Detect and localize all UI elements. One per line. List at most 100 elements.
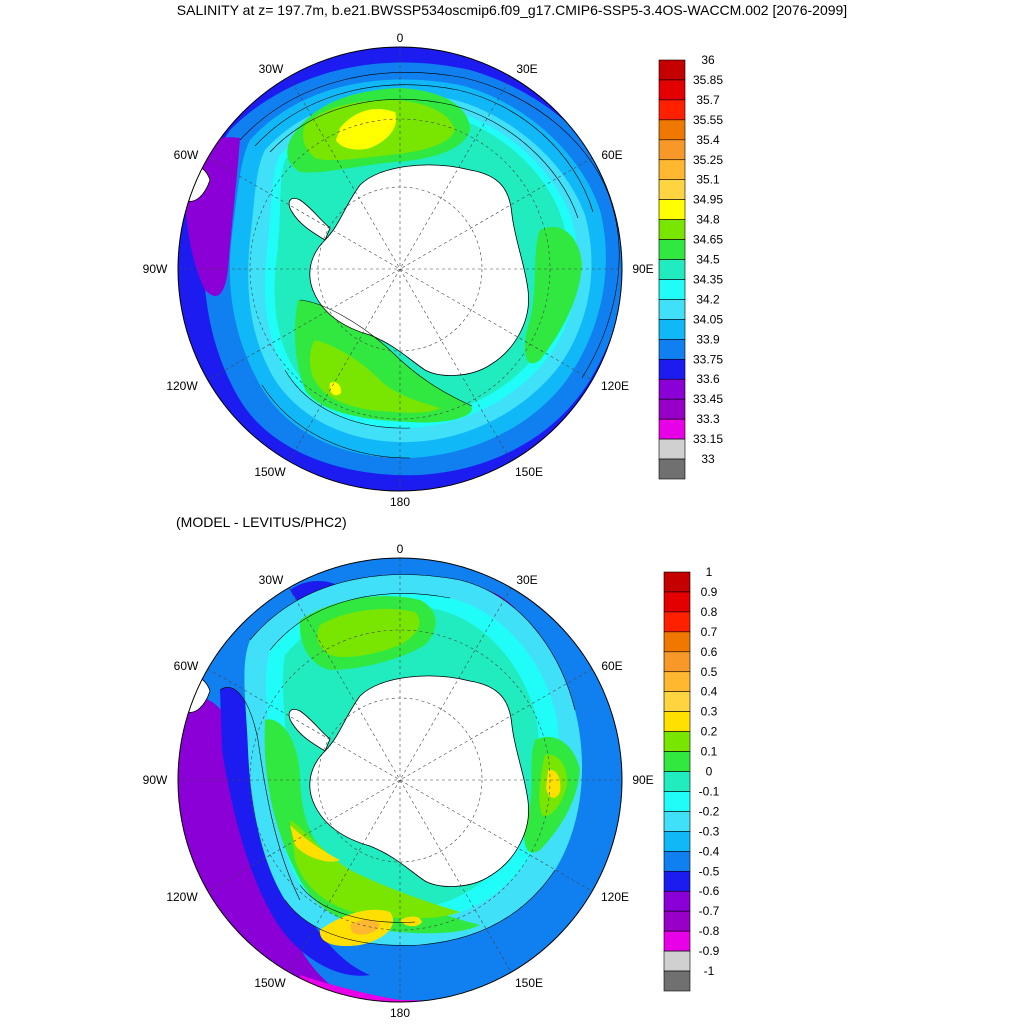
salinity-colorbar-tick-label: 33.3 [696, 412, 720, 426]
salinity-colorbar-tick-label: 34.8 [696, 213, 720, 227]
difference-colorbar-swatch [663, 910, 691, 932]
salinity-colorbar-tick-label: 34.2 [696, 292, 720, 306]
salinity-colorbar-swatch [658, 438, 686, 460]
difference-colorbar-tick-label: -0.3 [699, 824, 720, 838]
lon-label-0: 0 [397, 31, 404, 45]
difference-colorbar-tick-label: -0.9 [699, 944, 720, 958]
difference-colorbar-tick-label: 0.6 [701, 645, 718, 659]
difference-colorbar-tick-label: -0.1 [699, 784, 720, 798]
salinity-colorbar-swatch [658, 219, 686, 240]
lon-label-60w: 60W [174, 659, 199, 673]
salinity-colorbar-tick-label: 33.9 [696, 332, 720, 346]
salinity-colorbar-tick-label: 35.7 [696, 93, 720, 107]
difference-colorbar-tick-label: -0.4 [699, 844, 720, 858]
difference-subtitle: (MODEL - LEVITUS/PHC2) [176, 514, 347, 530]
salinity-colorbar-tick-label: 34.65 [693, 233, 723, 247]
difference-colorbar-swatch [663, 751, 691, 772]
lon-label-60w: 60W [174, 148, 199, 162]
difference-colorbar-tick-label: 0.2 [701, 725, 718, 739]
difference-colorbar-tick-label: 0.9 [701, 585, 718, 599]
difference-colorbar-tick-label: 0 [706, 765, 713, 779]
salinity-map: 0 180 30W 30E 60W 60E 90W 90E 120W 120E … [143, 31, 654, 509]
difference-colorbar-tick-label: 0.5 [701, 665, 718, 679]
lon-label-0: 0 [397, 542, 404, 556]
difference-colorbar-tick-label: 0.3 [701, 705, 718, 719]
lon-label-30e: 30E [516, 62, 537, 76]
salinity-colorbar-swatch [658, 199, 686, 220]
salinity-colorbar-swatch [658, 59, 686, 81]
difference-colorbar-tick-label: -0.8 [699, 924, 720, 938]
difference-colorbar-swatch [663, 591, 691, 613]
difference-colorbar: 1 0.9 0.8 0.7 0.6 0.5 0.4 0.3 0.2 0.1 0 -0.1 -0.2 -0.… [663, 565, 720, 992]
lon-label-120w: 120W [166, 890, 198, 904]
difference-colorbar-tick-label: -0.7 [699, 904, 720, 918]
difference-colorbar-swatch [663, 571, 691, 593]
salinity-colorbar-tick-label: 35.85 [693, 73, 723, 87]
lon-label-120e: 120E [601, 379, 629, 393]
salinity-field [178, 47, 622, 491]
salinity-difference-map: 0 180 30W 30E 60W 60E 90W 90E 120W 120E … [143, 542, 654, 1020]
difference-colorbar-swatch [663, 771, 691, 792]
lon-label-150e: 150E [515, 465, 543, 479]
salinity-colorbar-swatch [658, 358, 686, 380]
difference-colorbar-swatch [663, 870, 691, 892]
lon-label-90w: 90W [143, 262, 168, 276]
salinity-colorbar-tick-label: 35.55 [693, 113, 723, 127]
lon-label-60e: 60E [601, 659, 622, 673]
difference-colorbar-tick-label: -0.5 [699, 864, 720, 878]
lon-label-120w: 120W [166, 379, 198, 393]
lon-label-60e: 60E [601, 148, 622, 162]
difference-colorbar-tick-label: -1 [704, 964, 715, 978]
salinity-colorbar-swatch [658, 339, 686, 360]
salinity-colorbar: 36 35.85 35.7 35.55 35.4 35.25 35.1 34.95 34.8 34… [658, 53, 723, 480]
lon-label-120e: 120E [601, 890, 629, 904]
salinity-colorbar-swatch [658, 139, 686, 161]
difference-colorbar-swatch [663, 691, 691, 712]
lon-label-150e: 150E [515, 976, 543, 990]
salinity-colorbar-swatch [658, 99, 686, 121]
lon-label-90w: 90W [143, 773, 168, 787]
salinity-colorbar-swatch [658, 299, 686, 320]
lon-label-30w: 30W [259, 62, 284, 76]
salinity-colorbar-tick-label: 36 [701, 53, 715, 67]
lon-label-30w: 30W [259, 573, 284, 587]
salinity-colorbar-tick-label: 33.15 [693, 432, 723, 446]
difference-colorbar-swatch [663, 811, 691, 832]
difference-colorbar-swatch [663, 831, 691, 852]
difference-colorbar-swatch [663, 611, 691, 633]
salinity-colorbar-tick-label: 34.95 [693, 193, 723, 207]
salinity-colorbar-tick-label: 33 [701, 452, 715, 466]
salinity-colorbar-swatch [658, 79, 686, 101]
salinity-colorbar-tick-label: 34.05 [693, 312, 723, 326]
salinity-colorbar-swatch [658, 159, 686, 181]
difference-colorbar-tick-label: -0.2 [699, 804, 720, 818]
lon-label-90e: 90E [632, 773, 653, 787]
salinity-colorbar-swatch [658, 279, 686, 300]
salinity-colorbar-tick-label: 35.4 [696, 133, 720, 147]
difference-colorbar-tick-label: 0.8 [701, 605, 718, 619]
difference-colorbar-swatch [663, 791, 691, 812]
difference-field [178, 558, 622, 1002]
difference-colorbar-swatch [663, 711, 691, 732]
salinity-colorbar-tick-label: 35.25 [693, 153, 723, 167]
salinity-colorbar-swatch [658, 418, 686, 440]
salinity-colorbar-swatch [658, 378, 686, 400]
salinity-colorbar-swatch [658, 259, 686, 280]
lon-label-90e: 90E [632, 262, 653, 276]
lon-label-150w: 150W [254, 976, 286, 990]
difference-colorbar-swatch [663, 950, 691, 972]
salinity-colorbar-swatch [658, 458, 686, 480]
difference-colorbar-swatch [663, 651, 691, 673]
difference-colorbar-tick-label: 0.4 [701, 685, 718, 699]
figure-title: SALINITY at z= 197.7m, b.e21.BWSSP534osc… [176, 2, 848, 18]
salinity-colorbar-swatch [658, 119, 686, 141]
salinity-colorbar-swatch [658, 239, 686, 260]
difference-colorbar-swatch [663, 851, 691, 872]
difference-colorbar-tick-label: -0.6 [699, 884, 720, 898]
lon-label-30e: 30E [516, 573, 537, 587]
salinity-colorbar-tick-label: 33.45 [693, 392, 723, 406]
difference-colorbar-tick-label: 0.1 [701, 745, 718, 759]
salinity-colorbar-swatch [658, 179, 686, 200]
salinity-colorbar-tick-label: 33.6 [696, 372, 720, 386]
